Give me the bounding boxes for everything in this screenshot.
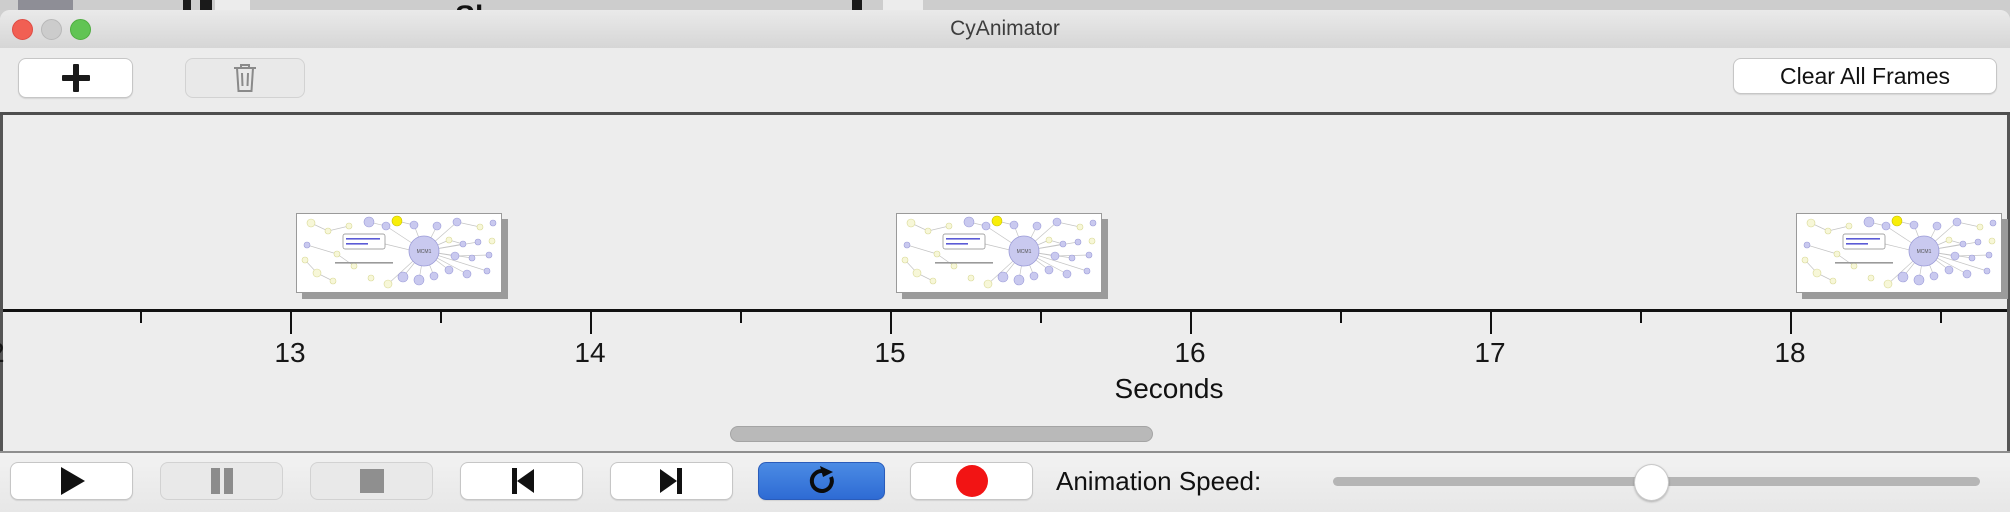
- time-axis: [3, 309, 2007, 312]
- cyanimator-window: CyAnimator Clear All Frames 13 14 15 16 1: [0, 10, 2010, 512]
- skip-to-start-icon: [511, 468, 534, 494]
- axis-minor-tick: [740, 312, 742, 323]
- clipped-tick-label: 2: [0, 337, 29, 369]
- frame-thumbnail[interactable]: MCM1: [896, 213, 1102, 293]
- background-fragment: [18, 0, 73, 10]
- timeline-scrollbar-thumb[interactable]: [730, 426, 1153, 442]
- axis-tick-label: 13: [274, 337, 306, 368]
- axis-tick-label: 14: [574, 337, 606, 368]
- minimize-button[interactable]: [41, 19, 62, 40]
- delete-frame-button[interactable]: [185, 58, 305, 98]
- stop-icon: [359, 469, 384, 493]
- background-fragment: [183, 0, 191, 10]
- axis-major-tick: [1790, 312, 1792, 334]
- timeline-panel[interactable]: 13 14 15 16 17 18 2 Seconds MCM1 MCM1 MCM1: [0, 115, 2010, 451]
- axis-major-tick: [1490, 312, 1492, 334]
- clear-all-frames-label: Clear All Frames: [1780, 62, 1950, 89]
- plus-icon: [61, 64, 90, 92]
- background-fragment: [852, 0, 862, 10]
- background-clipped-text: Shape: [455, 0, 545, 10]
- background-fragment: [883, 0, 923, 10]
- axis-major-tick: [590, 312, 592, 334]
- play-icon: [60, 467, 85, 495]
- axis-title: Seconds: [1114, 373, 1224, 404]
- thumbnail-hub-label: MCM1: [1017, 249, 1032, 255]
- axis-tick-label: 18: [1774, 337, 1806, 368]
- axis-minor-tick: [140, 312, 142, 323]
- frame-thumbnail[interactable]: MCM1: [296, 213, 502, 293]
- skip-to-end-icon: [659, 468, 682, 494]
- pause-icon: [210, 468, 233, 494]
- stop-button[interactable]: [310, 462, 433, 500]
- axis-major-tick: [290, 312, 292, 334]
- close-button[interactable]: [12, 19, 33, 40]
- trash-icon: [234, 64, 256, 92]
- background-app-strip: Shape: [0, 0, 2010, 10]
- frame-thumbnail[interactable]: MCM1: [1796, 213, 2002, 293]
- loop-icon: [809, 466, 834, 493]
- axis-minor-tick: [440, 312, 442, 323]
- axis-major-tick: [1190, 312, 1192, 334]
- playback-bar: Animation Speed:: [0, 451, 2010, 512]
- background-fragment: [215, 0, 250, 10]
- thumbnail-hub-label: MCM1: [1917, 249, 1932, 255]
- add-frame-button[interactable]: [18, 58, 133, 98]
- thumbnail-hub-label: MCM1: [417, 249, 432, 255]
- zoom-button[interactable]: [70, 19, 91, 40]
- window-title: CyAnimator: [950, 17, 1060, 40]
- axis-minor-tick: [1040, 312, 1042, 323]
- skip-to-start-button[interactable]: [460, 462, 583, 500]
- clear-all-frames-button[interactable]: Clear All Frames: [1733, 58, 1997, 94]
- axis-minor-tick: [1940, 312, 1942, 323]
- axis-tick-label: 17: [1474, 337, 1506, 368]
- play-button[interactable]: [10, 462, 133, 500]
- frame-toolbar: Clear All Frames: [0, 48, 2010, 112]
- record-button[interactable]: [910, 462, 1033, 500]
- loop-button[interactable]: [758, 462, 885, 500]
- record-icon: [955, 465, 988, 497]
- title-bar[interactable]: CyAnimator: [0, 10, 2010, 49]
- animation-speed-slider-thumb[interactable]: [1634, 464, 1669, 501]
- toolbar-separator: [0, 112, 2010, 115]
- axis-minor-tick: [1640, 312, 1642, 323]
- animation-speed-label: Animation Speed:: [1056, 466, 1262, 496]
- axis-major-tick: [890, 312, 892, 334]
- axis-minor-tick: [1340, 312, 1342, 323]
- background-fragment: [200, 0, 212, 10]
- pause-button[interactable]: [160, 462, 283, 500]
- axis-tick-label: 15: [874, 337, 906, 368]
- axis-tick-label: 16: [1174, 337, 1206, 368]
- skip-to-end-button[interactable]: [610, 462, 733, 500]
